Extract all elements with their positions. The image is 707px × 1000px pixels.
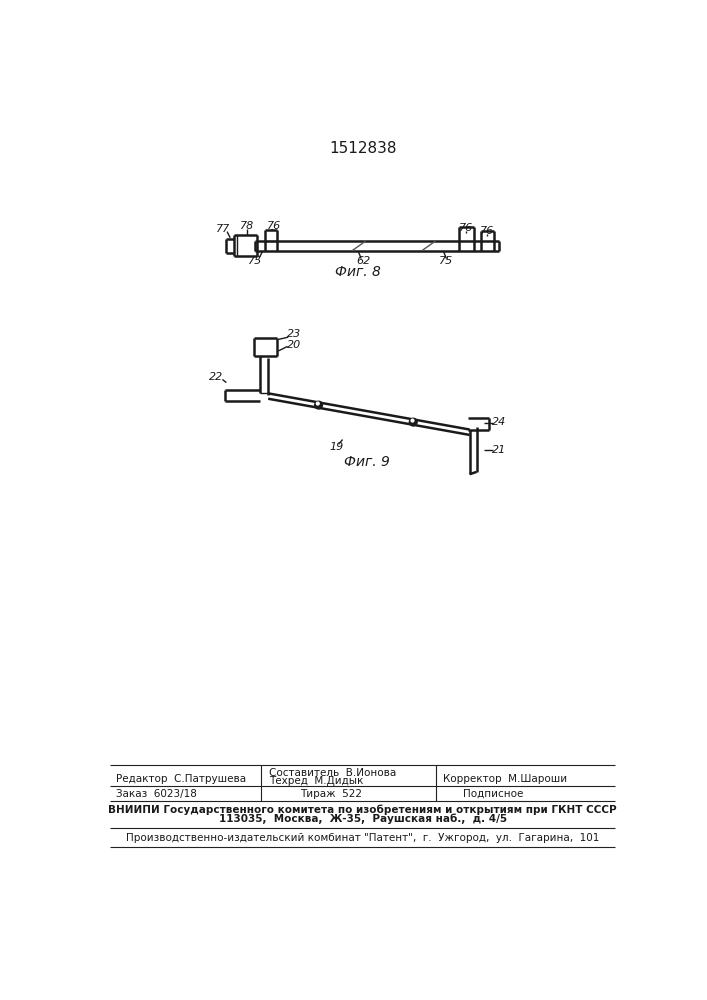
Circle shape xyxy=(315,401,322,409)
Text: 22: 22 xyxy=(209,372,223,382)
Text: 19: 19 xyxy=(329,442,344,452)
Text: 24: 24 xyxy=(492,417,506,427)
Text: Техред  М.Дидык: Техред М.Дидык xyxy=(269,776,363,786)
Text: Составитель  В.Ионова: Составитель В.Ионова xyxy=(269,768,396,778)
Text: 20: 20 xyxy=(286,340,301,350)
Text: Корректор  М.Шароши: Корректор М.Шароши xyxy=(443,774,568,784)
Text: 75: 75 xyxy=(248,256,262,266)
Text: Подписное: Подписное xyxy=(462,789,523,799)
Text: 1512838: 1512838 xyxy=(329,141,397,156)
Circle shape xyxy=(316,402,319,405)
Text: 21: 21 xyxy=(492,445,506,455)
Text: Фиг. 9: Фиг. 9 xyxy=(344,455,390,469)
Text: Заказ  6023/18: Заказ 6023/18 xyxy=(115,789,197,799)
Text: 23: 23 xyxy=(286,329,301,339)
Text: 76: 76 xyxy=(459,223,473,233)
Text: Редактор  С.Патрушева: Редактор С.Патрушева xyxy=(115,774,245,784)
Text: 76: 76 xyxy=(267,221,281,231)
Circle shape xyxy=(411,419,414,422)
Text: Тираж  522: Тираж 522 xyxy=(300,789,362,799)
Text: 76: 76 xyxy=(480,226,495,236)
Text: Фиг. 8: Фиг. 8 xyxy=(335,265,381,279)
Text: 75: 75 xyxy=(439,256,454,266)
Text: 77: 77 xyxy=(216,224,230,234)
Circle shape xyxy=(409,418,417,426)
Text: 113035,  Москва,  Ж-35,  Раушская наб.,  д. 4/5: 113035, Москва, Ж-35, Раушская наб., д. … xyxy=(218,814,507,824)
Text: 78: 78 xyxy=(240,221,255,231)
Text: ВНИИПИ Государственного комитета по изобретениям и открытиям при ГКНТ СССР: ВНИИПИ Государственного комитета по изоб… xyxy=(108,805,617,815)
Text: Производственно-издательский комбинат "Патент",  г.  Ужгород,  ул.  Гагарина,  1: Производственно-издательский комбинат "П… xyxy=(126,833,600,843)
Text: 62: 62 xyxy=(356,256,370,266)
